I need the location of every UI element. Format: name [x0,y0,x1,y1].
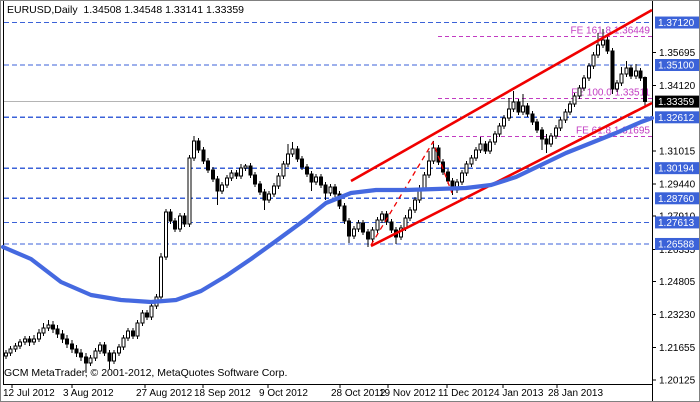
date-label: 28 Oct 2012 [331,388,386,399]
y-axis-label: 1.24805 [659,277,696,288]
fib-zigzag-line [370,140,453,246]
y-axis-price-tag: 1.33359 [658,97,695,108]
fib-level-label: FE 161.8 1.36449 [570,26,650,37]
date-label: 27 Aug 2012 [136,388,193,399]
y-axis-label: 1.31015 [659,146,696,157]
trend-channel [350,8,653,248]
y-axis-label: 1.35695 [659,48,696,59]
plot-frame [3,1,653,401]
y-axis-price-tag: 1.37120 [658,18,695,29]
date-label: 11 Dec 2012 [438,388,494,399]
time-axis: 12 Jul 2012 3 Aug 2012 27 Aug 2012 18 Sep 2… [3,385,603,399]
y-axis-price-tag: 1.35100 [658,61,695,72]
y-axis-price-tag: 1.32612 [658,113,695,124]
date-label: 4 Jan 2013 [494,388,544,399]
fib-level-label: FE 61.8 1.31695 [576,126,650,137]
date-label: 3 Aug 2012 [63,388,114,399]
y-axis-label: 1.29440 [659,180,696,191]
date-label: 28 Jan 2013 [548,388,603,399]
price-axis: 1.356951.341201.310151.294401.279101.263… [652,16,699,386]
y-axis-price-tag: 1.30194 [658,164,695,175]
y-axis-label: 1.26335 [659,245,696,256]
y-axis-price-tag: 1.26588 [658,239,695,250]
fib-expansion-levels: FE 161.8 1.36449 FE 100.0 1.33511 FE 61.8 … [438,26,652,138]
date-label: 19 Nov 2012 [379,388,436,399]
y-axis-label: 1.34120 [659,81,696,92]
copyright-text: GCM MetaTrader, © 2001-2012, MetaQuotes … [4,367,288,379]
y-axis-label: 1.21655 [659,343,696,354]
date-label: 18 Sep 2012 [194,388,251,399]
date-label: 12 Jul 2012 [3,388,55,399]
date-label: 9 Oct 2012 [259,388,308,399]
chart-symbol-ohlc-title: EURUSD,Daily 1.34508 1.34548 1.33141 1.3… [7,4,244,16]
moving-average-line [1,115,655,305]
horizontal-level-lines [4,21,652,245]
y-axis-label: 1.23230 [659,310,696,321]
y-axis-price-tag: 1.27613 [658,218,695,229]
y-axis-label: 1.20125 [659,375,696,386]
fib-level-label: FE 100.0 1.33511 [571,87,650,98]
y-axis-price-tag: 1.28760 [658,194,695,205]
